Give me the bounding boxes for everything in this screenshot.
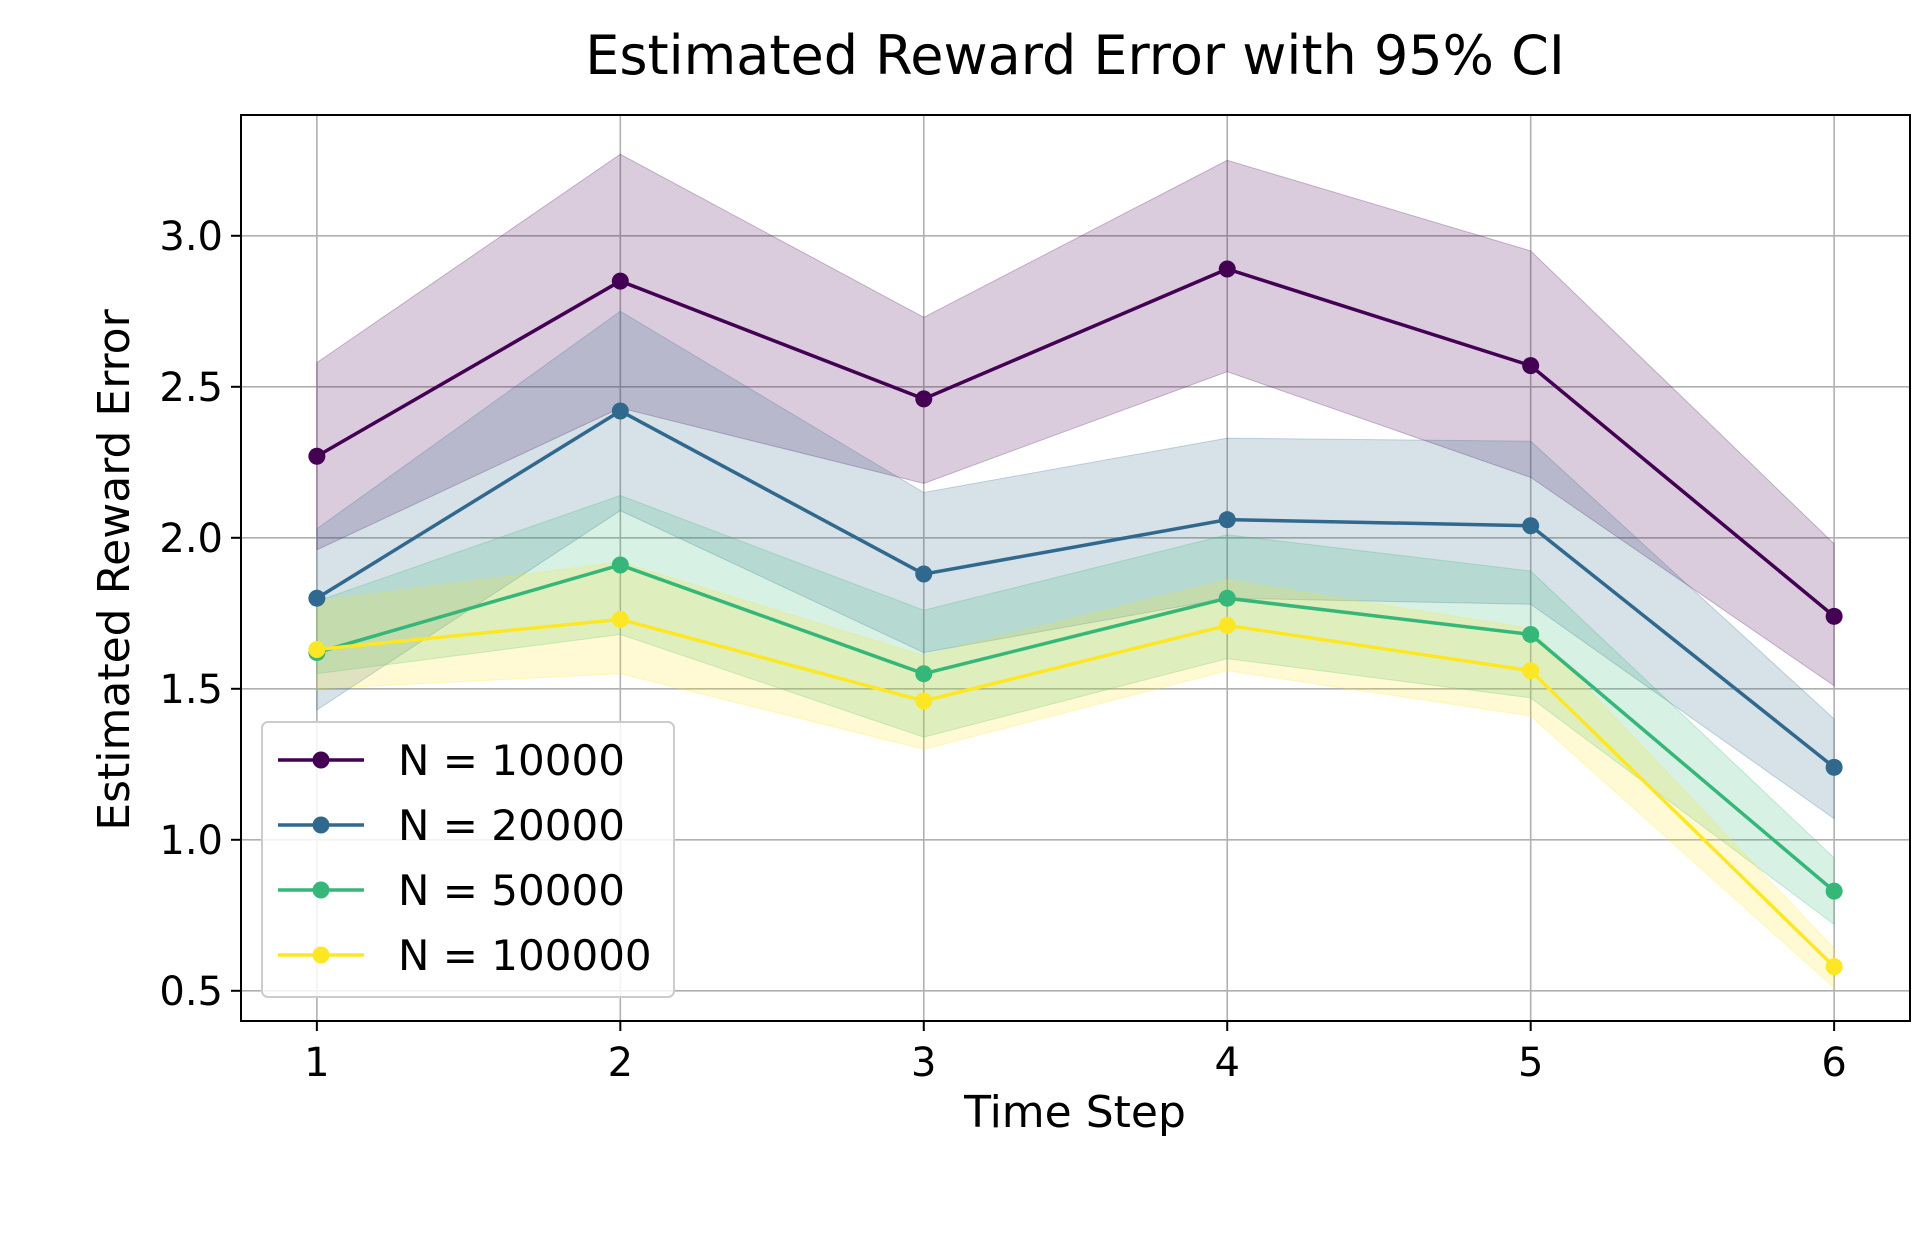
legend: N = 10000 N = 20000 N = 50000 N = 100000: [261, 721, 675, 998]
data-point: [915, 565, 933, 583]
ci-band: [316, 310, 1835, 820]
data-point: [611, 402, 629, 420]
data-point: [1522, 625, 1540, 643]
data-point: [1825, 958, 1843, 976]
legend-box: [261, 721, 675, 998]
legend-label: N = 10000: [398, 736, 625, 785]
y-tick-label: 2.0: [159, 516, 223, 562]
x-tick-label: 1: [304, 1040, 329, 1086]
x-tick-label: 5: [1518, 1040, 1543, 1086]
y-tick-label: 2.5: [159, 365, 223, 411]
y-tick-label: 3.0: [159, 214, 223, 260]
x-tick-label: 2: [608, 1040, 633, 1086]
x-tick-label: 4: [1215, 1040, 1240, 1086]
data-point: [1825, 882, 1843, 900]
series-lines: [315, 267, 1836, 968]
series-line: [316, 563, 1836, 893]
x-axis-label: Time Step: [963, 1087, 1186, 1138]
data-point: [915, 692, 933, 710]
legend-marker: [312, 881, 330, 899]
plot-frame: [240, 114, 1911, 1022]
data-point: [1218, 511, 1236, 529]
y-tick-label: 1.5: [159, 667, 223, 713]
x-tick-label: 3: [911, 1040, 936, 1086]
data-point: [1218, 616, 1236, 634]
ci-band: [316, 494, 1835, 926]
x-tick-label: 6: [1821, 1040, 1846, 1086]
series-line: [315, 267, 1836, 618]
legend-label: N = 100000: [398, 931, 652, 980]
data-point: [1218, 260, 1236, 278]
chart-title: Estimated Reward Error with 95% CI: [585, 24, 1565, 87]
y-axis-ticks: 0.5 1.0 1.5 2.0 2.5 3.0: [159, 214, 241, 1015]
series-line: [316, 617, 1836, 968]
legend-marker: [312, 816, 330, 834]
y-axis-label: Estimated Reward Error: [89, 308, 140, 830]
confidence-bands: [316, 153, 1835, 989]
data-point: [611, 272, 629, 290]
data-point: [915, 390, 933, 408]
legend-marker: [312, 751, 330, 769]
y-tick-label: 0.5: [159, 969, 223, 1015]
data-point: [1825, 758, 1843, 776]
data-point: [1522, 517, 1540, 535]
legend-label: N = 20000: [398, 801, 625, 850]
data-point: [308, 589, 326, 607]
data-point: [308, 641, 326, 659]
series-markers: [308, 260, 1843, 976]
data-point: [1218, 589, 1236, 607]
x-axis-ticks: 1 2 3 4 5 6: [304, 1021, 1847, 1086]
legend-marker: [312, 946, 330, 964]
data-point: [1825, 607, 1843, 625]
data-point: [611, 610, 629, 628]
data-point: [1522, 357, 1540, 375]
y-tick-label: 1.0: [159, 818, 223, 864]
series-line: [315, 408, 1836, 769]
ci-band: [316, 561, 1835, 989]
data-point: [308, 447, 326, 465]
legend-label: N = 50000: [398, 866, 625, 915]
data-point: [611, 556, 629, 574]
data-point: [1522, 662, 1540, 680]
data-point: [915, 665, 933, 683]
